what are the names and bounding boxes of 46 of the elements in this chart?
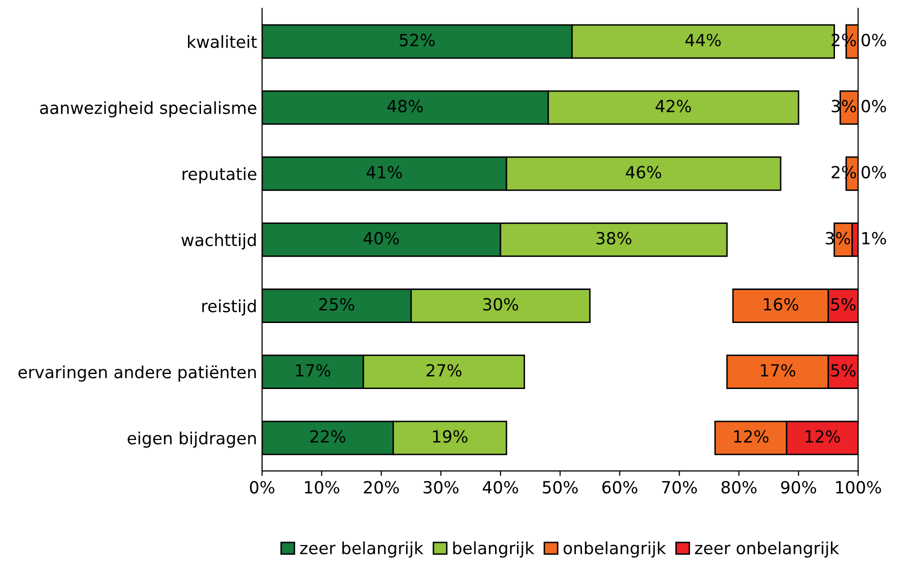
x-tick-label: 50%: [542, 480, 578, 494]
x-tick-label: 70%: [662, 480, 697, 494]
legend-label: zeer onbelangrijk: [695, 541, 840, 558]
data-label: 17%: [760, 364, 796, 377]
x-tick-label: 20%: [364, 480, 399, 494]
data-label: 41%: [366, 166, 402, 178]
data-label: 30%: [483, 298, 518, 311]
data-label: 22%: [310, 430, 346, 443]
x-tick-label: 80%: [722, 480, 757, 494]
data-label: 52%: [400, 34, 435, 46]
data-label: 38%: [596, 232, 632, 245]
data-label: 25%: [319, 298, 354, 311]
legend-label: onbelangrijk: [564, 541, 666, 558]
x-tick-label: 10%: [304, 480, 340, 494]
data-label: 1%: [862, 232, 886, 245]
data-label: 5%: [831, 298, 856, 311]
data-label: 5%: [831, 364, 856, 377]
data-label: 0%: [862, 100, 886, 112]
data-label: 0%: [862, 166, 886, 178]
data-label: 19%: [433, 430, 468, 443]
y-tick-label: aanwezigheid specialisme: [40, 101, 256, 118]
y-tick-label: wachttijd: [181, 233, 256, 250]
x-tick-label: 90%: [781, 480, 816, 494]
data-label: 44%: [685, 34, 721, 46]
x-tick-label: 30%: [424, 480, 458, 494]
legend-label: zeer belangrijk: [300, 541, 424, 558]
data-label: 40%: [364, 232, 399, 245]
x-tick-label: 40%: [482, 480, 518, 494]
x-tick-label: 100%: [836, 480, 882, 494]
y-tick-label: kwaliteit: [188, 35, 257, 48]
y-tick-label: reistijd: [202, 299, 256, 316]
data-label: 0%: [862, 34, 886, 46]
x-tick-label: 0%: [250, 480, 274, 494]
data-label: 46%: [626, 166, 662, 178]
data-label: 16%: [764, 298, 798, 311]
data-label: 12%: [734, 430, 768, 443]
legend-label: belangrijk: [453, 541, 534, 558]
y-tick-label: eigen bijdragen: [128, 432, 256, 448]
data-label: 42%: [656, 100, 691, 112]
data-label: 17%: [296, 364, 330, 377]
data-label: 12%: [806, 430, 840, 443]
y-tick-label: reputatie: [182, 167, 256, 184]
data-label: 48%: [387, 100, 423, 112]
x-tick-label: 60%: [602, 480, 638, 494]
y-tick-label: ervaringen andere patiënten: [18, 366, 256, 382]
data-label: 27%: [426, 364, 462, 377]
